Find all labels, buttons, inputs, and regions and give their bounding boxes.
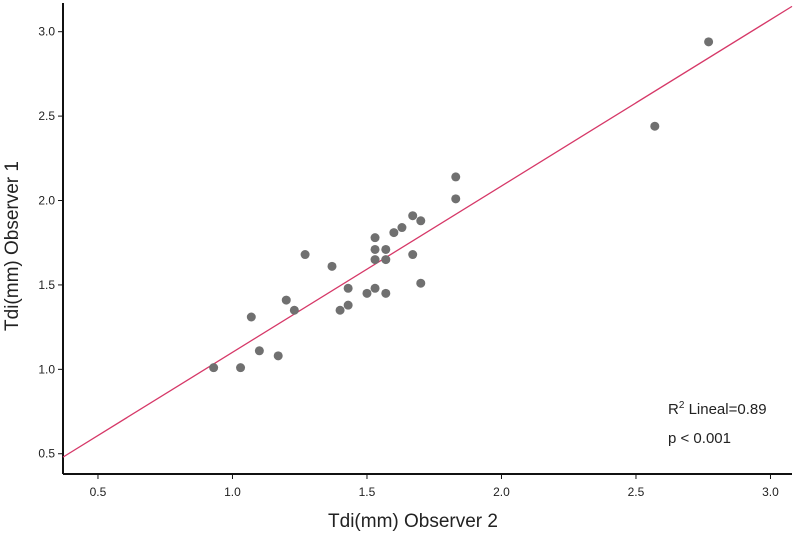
data-point (362, 288, 372, 298)
data-point (246, 312, 256, 322)
data-point (289, 305, 299, 315)
data-point (236, 363, 246, 373)
data-point (209, 363, 219, 373)
x-axis-title: Tdi(mm) Observer 2 (328, 511, 498, 532)
y-tick-label: 0.5 (38, 447, 55, 461)
data-point (397, 223, 407, 233)
y-tick-label: 3.0 (38, 25, 55, 39)
data-point (370, 283, 380, 293)
data-point (381, 255, 391, 265)
data-point (300, 250, 310, 260)
data-point (335, 305, 345, 315)
y-tick-label: 1.0 (38, 362, 55, 376)
x-tick-label: 2.5 (628, 485, 645, 499)
data-point (273, 351, 283, 361)
data-points (209, 37, 714, 373)
data-point (370, 244, 380, 254)
x-tick-label: 3.0 (762, 485, 779, 499)
y-ticks: 0.5 1.0 1.5 2.0 2.5 3.0 (38, 25, 63, 461)
x-tick-label: 2.0 (493, 485, 510, 499)
x-ticks: 0.5 1.0 1.5 2.0 2.5 3.0 (90, 474, 779, 499)
y-tick-label: 2.5 (38, 109, 55, 123)
data-point (416, 278, 426, 288)
x-tick-label: 1.0 (224, 485, 241, 499)
data-point (370, 255, 380, 265)
data-point (370, 233, 380, 243)
x-tick-label: 1.5 (359, 485, 376, 499)
data-point (281, 295, 291, 305)
y-tick-label: 2.0 (38, 194, 55, 208)
data-point (408, 211, 418, 221)
data-point (343, 300, 353, 310)
data-point (408, 250, 418, 260)
y-axis-title: Tdi(mm) Observer 1 (2, 161, 23, 331)
data-point (381, 244, 391, 254)
data-point (343, 283, 353, 293)
data-point (451, 172, 461, 182)
axes (62, 3, 792, 475)
y-tick-label: 1.5 (38, 278, 55, 292)
data-point (416, 216, 426, 226)
r-squared-annotation: R2 Lineal=0.89 (668, 400, 767, 418)
p-value-annotation: p < 0.001 (668, 430, 731, 447)
data-point (704, 37, 714, 47)
data-point (381, 288, 391, 298)
data-point (451, 194, 461, 204)
data-point (327, 261, 337, 271)
data-point (254, 346, 264, 356)
data-point (650, 121, 660, 131)
regression-line (62, 5, 793, 458)
x-tick-label: 0.5 (90, 485, 107, 499)
data-point (389, 228, 399, 238)
